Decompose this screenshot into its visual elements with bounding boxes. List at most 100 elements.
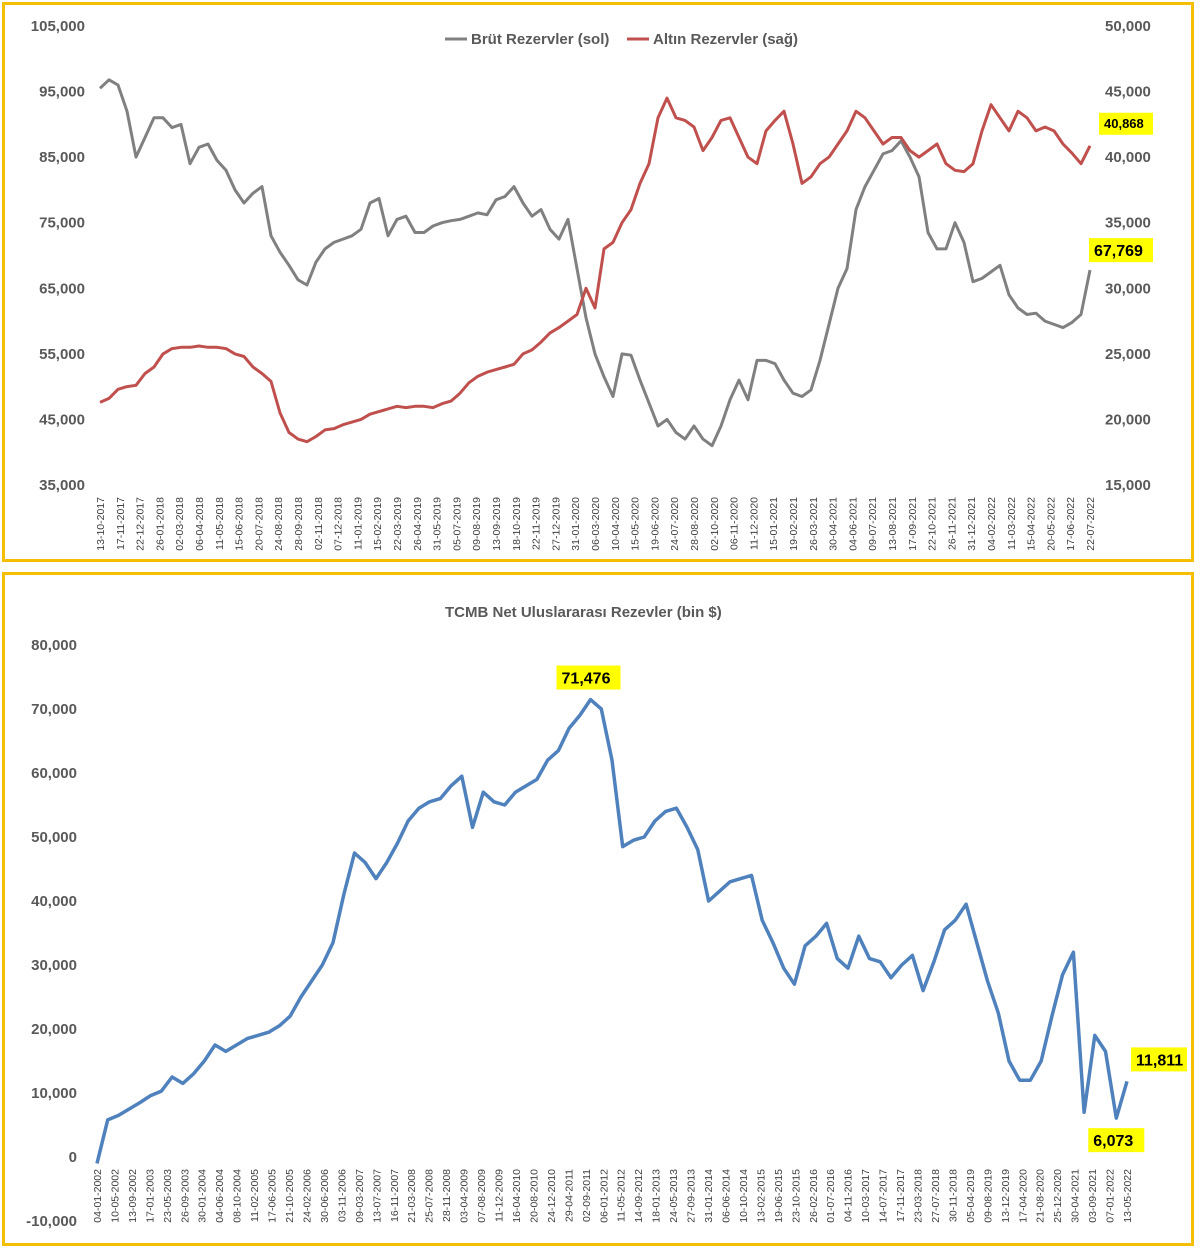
x-tick-label: 29-04-2011 — [563, 1169, 575, 1222]
chart-panel-reserves: Brüt Rezervler (sol) Altın Rezervler (sa… — [2, 2, 1194, 562]
x-tick-label: 13-12-2019 — [1000, 1169, 1012, 1223]
data-callouts: 71,476 6,073 11,811 — [556, 665, 1187, 1153]
x-tick-label: 03-04-2009 — [459, 1169, 471, 1223]
x-tick-label: 22-07-2022 — [1085, 497, 1097, 551]
x-tick-label: 14-07-2017 — [878, 1169, 890, 1223]
chart-title: TCMB Net Uluslararası Rezevler (bin $) — [445, 604, 722, 621]
x-tick-label: 07-01-2022 — [1105, 1169, 1117, 1223]
y-left-tick-label: 55,000 — [39, 346, 85, 363]
x-tick-label: 21-03-2008 — [406, 1169, 418, 1223]
x-tick-label: 30-11-2018 — [947, 1169, 959, 1222]
x-tick-label: 16-11-2007 — [389, 1169, 401, 1222]
y-tick-label: 80,000 — [31, 637, 77, 654]
x-tick-label: 10-04-2020 — [610, 497, 622, 551]
x-tick-label: 05-04-2019 — [965, 1169, 977, 1223]
y-tick-label: 30,000 — [31, 957, 77, 974]
y-left-tick-label: 35,000 — [39, 477, 85, 494]
x-tick-label: 30-04-2021 — [828, 497, 840, 551]
x-tick-label: 06-01-2012 — [598, 1169, 610, 1223]
x-tick-label: 01-07-2016 — [825, 1169, 837, 1223]
callout-last: 11,811 — [1136, 1052, 1183, 1069]
x-tick-label: 09-03-2007 — [354, 1169, 366, 1223]
x-tick-label: 06-04-2018 — [194, 497, 206, 551]
callout-low: 6,073 — [1093, 1133, 1133, 1150]
y-tick-label: 40,000 — [31, 893, 77, 910]
x-tick-label: 15-04-2022 — [1026, 497, 1038, 551]
x-tick-label: 11-12-2009 — [494, 1169, 506, 1222]
x-tick-label: 15-01-2021 — [768, 497, 780, 551]
y-left-tick-label: 85,000 — [39, 149, 85, 166]
x-tick-label: 02-10-2020 — [709, 497, 721, 551]
x-tick-label: 11-05-2012 — [616, 1169, 628, 1222]
x-tick-label: 25-07-2008 — [424, 1169, 436, 1223]
x-tick-label: 15-05-2020 — [630, 497, 642, 551]
x-tick-label: 22-11-2019 — [531, 497, 543, 550]
x-tick-label: 26-02-2016 — [808, 1169, 820, 1223]
y-right-tick-label: 25,000 — [1105, 346, 1151, 363]
y-left-tick-label: 105,000 — [31, 18, 85, 35]
x-tick-label: 21-10-2005 — [284, 1169, 296, 1223]
y-tick-label: 70,000 — [31, 701, 77, 718]
x-tick-label: 23-05-2003 — [162, 1169, 174, 1223]
x-tick-label: 26-04-2019 — [412, 497, 424, 551]
x-tick-label: 11-01-2019 — [352, 497, 364, 550]
y-axis-right: 15,000 20,000 25,000 30,000 35,000 40,000 45,0… — [1105, 18, 1151, 494]
x-tick-label: 07-08-2009 — [476, 1169, 488, 1223]
callout-box-gold — [1099, 112, 1153, 135]
callout-box-gross — [1089, 238, 1153, 263]
x-tick-label: 30-06-2006 — [319, 1169, 331, 1223]
plot-area — [98, 78, 1092, 448]
y-tick-label: 10,000 — [31, 1085, 77, 1102]
x-tick-label: 17-06-2022 — [1065, 497, 1077, 551]
x-tick-label: 16-04-2010 — [511, 1169, 523, 1223]
y-axis-left: 35,000 45,000 55,000 65,000 75,000 85,000 95,0… — [31, 18, 85, 494]
x-tick-label: 23-03-2018 — [913, 1169, 925, 1223]
x-tick-label: 07-12-2018 — [333, 497, 345, 551]
x-tick-label: 18-10-2019 — [511, 497, 523, 551]
x-tick-label: 22-10-2021 — [927, 497, 939, 551]
x-tick-label: 04-01-2002 — [92, 1169, 104, 1223]
x-tick-label: 06-11-2020 — [729, 497, 741, 550]
callout-box-low — [1088, 1128, 1145, 1153]
y-left-tick-label: 65,000 — [39, 280, 85, 297]
x-tick-label: 26-11-2021 — [946, 497, 958, 550]
callout-gold-last: 40,868 — [1104, 116, 1144, 131]
x-tick-label: 19-06-2020 — [649, 497, 661, 551]
x-tick-label: 27-09-2013 — [686, 1169, 698, 1223]
y-right-tick-label: 35,000 — [1105, 215, 1151, 232]
x-tick-label: 19-02-2021 — [788, 497, 800, 551]
x-tick-label: 11-02-2005 — [249, 1169, 261, 1222]
y-left-tick-label: 45,000 — [39, 411, 85, 428]
x-tick-label: 13-10-2017 — [95, 497, 107, 551]
x-tick-label: 04-11-2016 — [843, 1169, 855, 1222]
plot-area — [95, 697, 1129, 1164]
x-tick-label: 31-01-2014 — [703, 1169, 715, 1223]
x-tick-label: 04-02-2022 — [986, 497, 998, 551]
x-tick-label: 26-03-2021 — [808, 497, 820, 551]
legend: Brüt Rezervler (sol) Altın Rezervler (sa… — [445, 31, 798, 48]
x-tick-label: 04-06-2021 — [847, 497, 859, 551]
x-tick-label: 17-06-2005 — [267, 1169, 279, 1223]
x-axis: 13-10-2017 17-11-2017 22-12-2017 26-01-2018… — [95, 497, 1097, 551]
x-tick-label: 10-05-2002 — [109, 1169, 121, 1223]
x-tick-label: 20-05-2022 — [1045, 497, 1057, 551]
y-right-tick-label: 40,000 — [1105, 149, 1151, 166]
x-tick-label: 28-11-2008 — [441, 1169, 453, 1222]
y-left-tick-label: 75,000 — [39, 215, 85, 232]
x-tick-label: 24-02-2006 — [301, 1169, 313, 1223]
x-tick-label: 17-11-2017 — [895, 1169, 907, 1222]
x-tick-label: 25-12-2020 — [1052, 1169, 1064, 1223]
x-tick-label: 15-06-2018 — [234, 497, 246, 551]
x-tick-label: 03-11-2006 — [336, 1169, 348, 1222]
x-tick-label: 24-05-2013 — [668, 1169, 680, 1223]
x-tick-label: 04-06-2004 — [214, 1169, 226, 1223]
x-tick-label: 21-08-2020 — [1035, 1169, 1047, 1223]
series-line-gross-reserves — [98, 78, 1092, 448]
y-right-tick-label: 15,000 — [1105, 477, 1151, 494]
x-tick-label: 17-04-2020 — [1017, 1169, 1029, 1223]
y-right-tick-label: 50,000 — [1105, 18, 1151, 35]
x-tick-label: 27-07-2018 — [930, 1169, 942, 1223]
x-tick-label: 31-12-2021 — [966, 497, 978, 551]
series-line-net-reserves — [95, 697, 1129, 1164]
x-tick-label: 20-08-2010 — [528, 1169, 540, 1223]
